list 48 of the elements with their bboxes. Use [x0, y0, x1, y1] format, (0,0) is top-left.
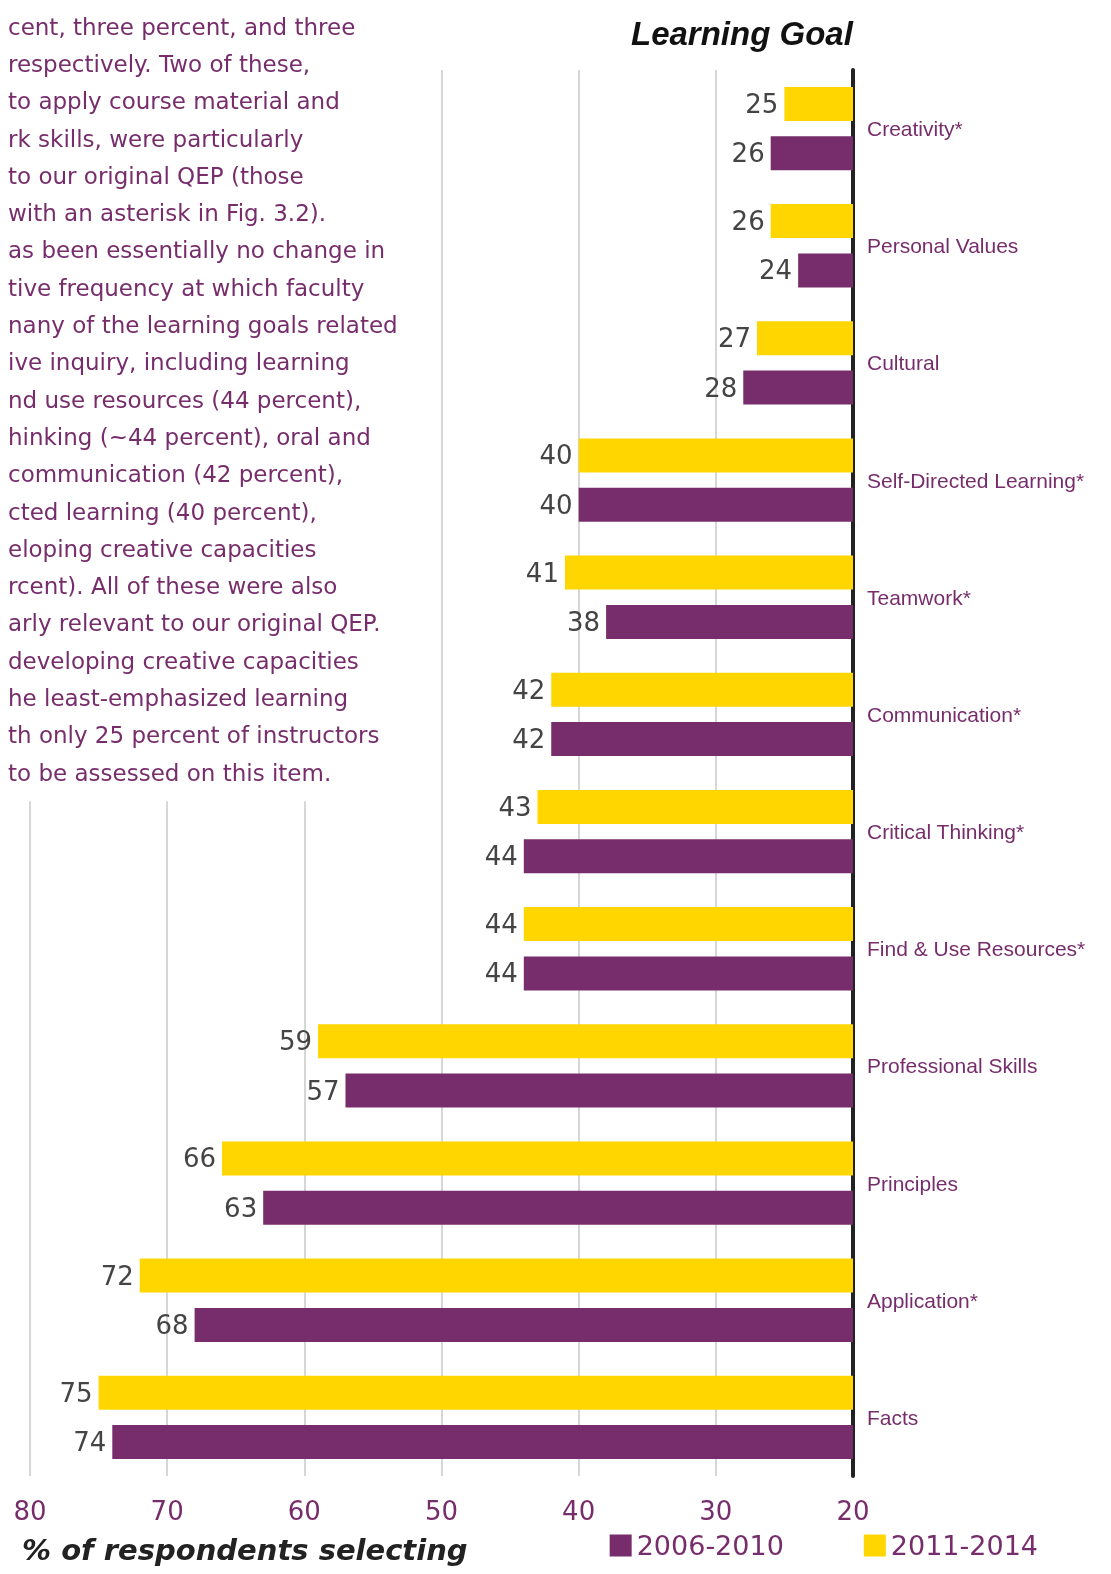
data-label: 57	[306, 1075, 340, 1106]
data-label: 25	[745, 88, 779, 119]
y-tick-label: Self-Directed Learning*	[867, 468, 1085, 492]
data-label: 38	[567, 606, 601, 637]
y-tick-label: Facts	[867, 1405, 919, 1429]
x-tick-label: 60	[287, 1496, 321, 1526]
data-label: 44	[484, 841, 518, 872]
data-label: 40	[539, 440, 573, 471]
data-label: 40	[539, 489, 573, 520]
y-tick-label: Teamwork*	[867, 585, 971, 609]
data-label: 66	[182, 1143, 217, 1174]
y-tick-label: Creativity*	[867, 117, 963, 141]
y-tick-label: Communication*	[867, 702, 1022, 726]
data-label: 26	[731, 206, 765, 237]
data-label: 63	[224, 1192, 258, 1223]
text: cent, three percent, and three respectively. Two of these, to apply course material and rk skills, were particularly to our original QEP (those with an asterisk in Fig. 3.2). as been essentially no change in tive frequency at which faculty nany of the learning goals related ive inquiry, including learning nd use resources (44 percent), hinking (~44 percent), oral and communication (42 percent), cted learning (40 percent), eloping creative capacities rcent). All of these were also arly relevant to our original QEP. developing creative capacities he least-emphasized learning th only 25 percent of instructors to be assessed on this item.	[8, 13, 398, 786]
legend-label: 2006-2010	[636, 1530, 784, 1561]
data-label: 43	[498, 791, 532, 822]
y-tick-label: Cultural	[867, 351, 940, 375]
data-label: 72	[100, 1260, 134, 1291]
data-label: 44	[484, 909, 518, 940]
x-tick-label: 80	[13, 1496, 47, 1526]
data-label: 75	[59, 1377, 93, 1408]
data-label: 41	[525, 557, 559, 588]
data-label: 26	[731, 138, 765, 169]
y-tick-label: Professional Skills	[867, 1054, 1038, 1078]
data-label: 68	[155, 1309, 189, 1340]
data-label: 28	[704, 372, 738, 403]
data-label: 59	[278, 1026, 313, 1057]
y-tick-label: Find & Use Resources*	[867, 937, 1086, 961]
data-label: 42	[512, 674, 546, 705]
y-tick-label: Critical Thinking*	[867, 820, 1025, 844]
y-tick-label: Principles	[867, 1171, 959, 1195]
chart-title: Learning Goal	[631, 15, 854, 52]
data-label: 74	[73, 1427, 107, 1458]
data-label: 27	[717, 323, 751, 354]
y-tick-label: Application*	[867, 1288, 978, 1312]
data-label: 24	[759, 255, 793, 286]
y-tick-label: Personal Values	[867, 234, 1019, 258]
x-tick-label: 40	[562, 1496, 596, 1526]
legend-label: 2011-2014	[890, 1530, 1038, 1561]
data-label: 42	[512, 724, 546, 755]
x-tick-label: 50	[424, 1496, 459, 1526]
x-tick-label: 30	[699, 1496, 733, 1526]
x-tick-label: 70	[150, 1496, 184, 1526]
x-axis-title: % of respondents selecting	[22, 1532, 468, 1567]
data-label: 44	[484, 958, 518, 989]
x-tick-label: 20	[836, 1496, 870, 1526]
